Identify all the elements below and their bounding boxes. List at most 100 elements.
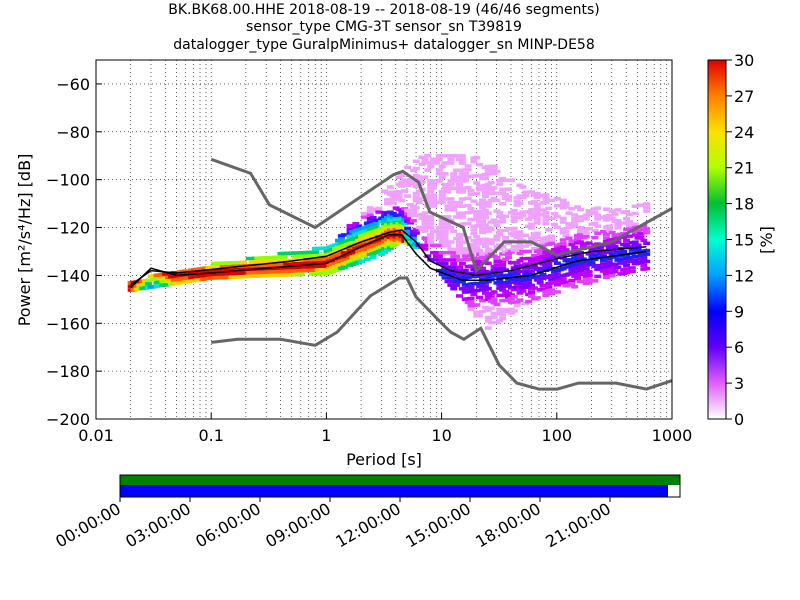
density-cell	[568, 278, 576, 283]
new-high-noise-model-curve	[210, 157, 672, 274]
density-cell	[412, 206, 420, 210]
density-cell	[536, 280, 544, 285]
density-cell	[479, 309, 487, 314]
density-cell	[225, 264, 233, 269]
psd-plot: 0.01 0.1 1 10 100 1000 −60 −80 −100 −120 −140 −160…	[15, 59, 692, 469]
density-cell	[484, 286, 492, 291]
density-cell	[548, 198, 556, 203]
density-cell	[625, 234, 633, 238]
density-cell	[493, 198, 501, 203]
density-cell	[594, 224, 602, 228]
density-cell	[467, 307, 475, 312]
density-cell	[176, 280, 184, 285]
density-cell	[539, 208, 547, 212]
density-cell	[510, 212, 518, 216]
density-cell	[559, 266, 567, 271]
density-cell	[548, 234, 556, 238]
density-cell	[355, 256, 363, 261]
density-cell	[311, 254, 319, 258]
y-tick-label: −180	[46, 362, 90, 381]
density-cell	[611, 212, 619, 216]
model-curves	[130, 157, 672, 391]
y-tick-label: −140	[46, 266, 90, 285]
density-cell	[464, 210, 472, 215]
density-cell	[591, 228, 599, 233]
density-cell	[522, 244, 530, 248]
density-cell	[447, 161, 455, 165]
density-cell	[507, 296, 515, 301]
density-cell	[599, 262, 607, 266]
density-cell	[519, 213, 527, 218]
density-cell	[441, 172, 449, 176]
density-cell	[542, 221, 550, 226]
density-cell	[568, 282, 576, 286]
density-cell	[444, 243, 452, 248]
density-cell	[559, 238, 567, 242]
density-cell	[571, 220, 579, 224]
density-cell	[527, 226, 535, 230]
density-cell	[435, 154, 443, 158]
density-cell	[398, 173, 406, 178]
density-cell	[585, 226, 593, 231]
density-cell	[562, 230, 570, 234]
density-cell	[458, 240, 466, 244]
density-cell	[409, 168, 417, 173]
mean-curve	[130, 229, 647, 286]
density-cell	[392, 217, 400, 221]
density-cell	[481, 284, 489, 288]
colorbar-label: [%]	[757, 226, 776, 254]
density-cell	[571, 224, 579, 228]
density-cell	[398, 223, 406, 228]
timeline-tick-label: 00:00:00	[52, 499, 124, 551]
density-cell	[479, 266, 487, 271]
mode-curve	[130, 233, 647, 288]
density-cell	[588, 247, 596, 252]
density-cell	[444, 215, 452, 219]
density-cell	[504, 280, 512, 285]
density-cell	[461, 254, 469, 258]
density-cell	[576, 240, 584, 244]
density-cell	[450, 172, 458, 176]
density-cell	[496, 318, 504, 323]
density-cell	[467, 192, 475, 197]
density-cell	[455, 200, 463, 205]
density-cell	[542, 193, 550, 197]
density-cell	[464, 185, 472, 190]
density-cell	[427, 225, 435, 230]
density-cell	[421, 236, 429, 240]
density-cell	[453, 175, 461, 180]
density-cell	[458, 211, 466, 216]
x-tick-label: 0.1	[198, 426, 223, 445]
density-cell	[438, 200, 446, 205]
density-cell	[513, 300, 521, 304]
density-cell	[407, 213, 415, 218]
density-cell	[415, 189, 423, 194]
density-cell	[516, 201, 524, 205]
density-cell	[421, 243, 429, 248]
density-cell	[185, 279, 193, 284]
density-cell	[533, 210, 541, 214]
density-cell	[568, 206, 576, 211]
density-cell	[493, 238, 501, 242]
colorbar-tick-label: 21	[734, 159, 754, 178]
density-cell	[585, 277, 593, 281]
density-cell	[349, 240, 357, 245]
density-cell	[499, 187, 507, 192]
density-cell	[585, 270, 593, 274]
density-cell	[565, 258, 573, 262]
density-cell	[602, 232, 610, 237]
density-cell	[427, 164, 435, 169]
density-cell	[487, 241, 495, 246]
density-cell	[401, 221, 409, 225]
density-cell	[372, 222, 380, 226]
density-cell	[438, 258, 446, 262]
timeline-panel: 00:00:0003:00:0006:00:0009:00:0012:00:00…	[52, 474, 681, 551]
density-cell	[513, 203, 521, 207]
density-cell	[323, 257, 331, 261]
density-cell	[363, 257, 371, 261]
density-cell	[340, 258, 348, 262]
density-cell	[432, 250, 440, 255]
density-cell	[527, 269, 535, 273]
density-cell	[438, 193, 446, 198]
density-cell	[542, 200, 550, 204]
